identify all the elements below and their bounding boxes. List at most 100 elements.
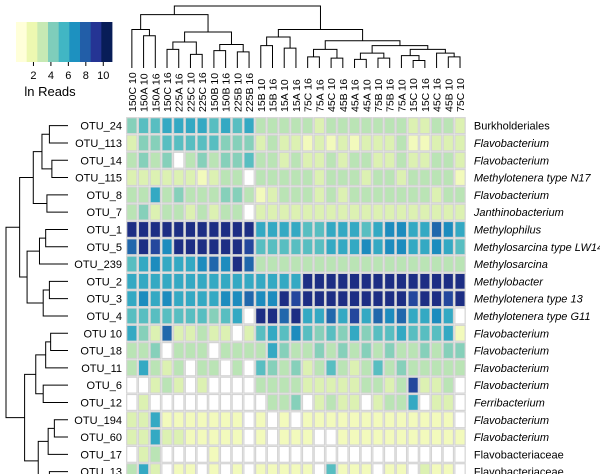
- heatmap-cell: [196, 203, 208, 221]
- heatmap-cell: [172, 117, 185, 135]
- heatmap-cell: [149, 307, 162, 325]
- row-label: OTU_239: [74, 259, 122, 271]
- heatmap-cell: [290, 220, 302, 238]
- heatmap-cell: [442, 220, 455, 238]
- heatmap-cell: [161, 376, 173, 394]
- heatmap-cell: [231, 151, 244, 169]
- heatmap-cell: [243, 428, 255, 446]
- heatmap-cell: [126, 272, 138, 290]
- heatmap-cell: [278, 445, 290, 463]
- heatmap-cell: [325, 290, 337, 308]
- column-label: 225C 10: [185, 72, 197, 112]
- dendrogram-branch: [266, 36, 291, 49]
- heatmap-cell: [360, 255, 373, 273]
- legend-tick-label: 2: [30, 70, 36, 82]
- heatmap-cell: [149, 428, 162, 446]
- heatmap-cell: [231, 186, 244, 204]
- heatmap-cell: [348, 186, 361, 204]
- heatmap-cell: [196, 186, 208, 204]
- row-label: OTU_115: [75, 173, 122, 185]
- column-label: 45A 16: [350, 79, 362, 112]
- heatmap-cell: [407, 255, 419, 273]
- heatmap-cell: [407, 220, 419, 238]
- heatmap-cell: [325, 411, 337, 429]
- heatmap-cell: [149, 169, 162, 187]
- heatmap-cell: [325, 186, 337, 204]
- heatmap-cell: [383, 428, 396, 446]
- heatmap-cell: [243, 307, 255, 325]
- heatmap-cell: [196, 272, 208, 290]
- heatmap-cell: [172, 151, 185, 169]
- heatmap-cell: [172, 255, 185, 273]
- heatmap-cell: [430, 307, 443, 325]
- heatmap-cell: [325, 445, 337, 463]
- heatmap-cell: [325, 324, 337, 342]
- column-label: 150A 10: [139, 73, 151, 112]
- heatmap-cell: [360, 324, 373, 342]
- legend-tick-label: 10: [97, 70, 109, 82]
- heatmap-cell: [337, 220, 349, 238]
- column-label: 150A 16: [150, 73, 162, 112]
- heatmap-cell: [454, 393, 466, 411]
- heatmap-cell: [442, 186, 455, 204]
- legend-swatch: [26, 22, 38, 62]
- heatmap-cell: [219, 186, 232, 204]
- heatmap-cell: [337, 117, 349, 135]
- heatmap-cell: [290, 411, 302, 429]
- row-label: OTU 10: [83, 328, 122, 340]
- heatmap-cell: [360, 220, 373, 238]
- legend-ticks: 2 4 6 8 10: [30, 62, 109, 82]
- heatmap-cell: [266, 238, 279, 256]
- heatmap-cell: [137, 186, 150, 204]
- heatmap-cell: [137, 324, 150, 342]
- heatmap-cell: [137, 445, 150, 463]
- heatmap-cell: [184, 324, 197, 342]
- taxon-label: Flavobacterium: [474, 346, 549, 358]
- heatmap-cell: [372, 307, 384, 325]
- heatmap-cell: [243, 272, 255, 290]
- heatmap-cell: [337, 342, 349, 360]
- heatmap-cell: [278, 376, 290, 394]
- heatmap-cell: [137, 307, 150, 325]
- heatmap-cell: [348, 376, 361, 394]
- heatmap-cell: [442, 151, 455, 169]
- row-label: OTU_8: [87, 190, 122, 202]
- heatmap-cell: [372, 324, 384, 342]
- heatmap-cell: [184, 255, 197, 273]
- heatmap-cell: [149, 186, 162, 204]
- heatmap-cell: [149, 238, 162, 256]
- heatmap-cell: [337, 238, 349, 256]
- heatmap-cell: [184, 359, 197, 377]
- heatmap-cell: [395, 307, 408, 325]
- heatmap-cell: [383, 238, 396, 256]
- heatmap-cell: [137, 463, 150, 474]
- heatmap-cell: [360, 376, 373, 394]
- heatmap-cell: [137, 238, 150, 256]
- heatmap-cell: [348, 307, 361, 325]
- heatmap-cell: [278, 393, 290, 411]
- heatmap-cell: [266, 307, 279, 325]
- heatmap-cell: [149, 411, 162, 429]
- heatmap-cell: [360, 203, 373, 221]
- heatmap-cell: [184, 203, 197, 221]
- heatmap-cell: [290, 376, 302, 394]
- heatmap-cell: [337, 290, 349, 308]
- heatmap-cell: [325, 255, 337, 273]
- taxon-label: Methylotenera type G11: [474, 311, 591, 323]
- heatmap-cell: [208, 359, 220, 377]
- heatmap-cell: [278, 411, 290, 429]
- heatmap-cell: [454, 445, 466, 463]
- heatmap-cell: [184, 428, 197, 446]
- heatmap-cell: [208, 186, 220, 204]
- heatmap-cell: [278, 342, 290, 360]
- heatmap-cell: [360, 428, 373, 446]
- heatmap-cell: [454, 220, 466, 238]
- heatmap-cell: [196, 376, 208, 394]
- heatmap-cell: [442, 411, 455, 429]
- heatmap-cell: [360, 307, 373, 325]
- heatmap-cell: [395, 428, 408, 446]
- heatmap-cell: [313, 393, 326, 411]
- heatmap-cell: [372, 238, 384, 256]
- row-label: OTU_3: [87, 294, 122, 306]
